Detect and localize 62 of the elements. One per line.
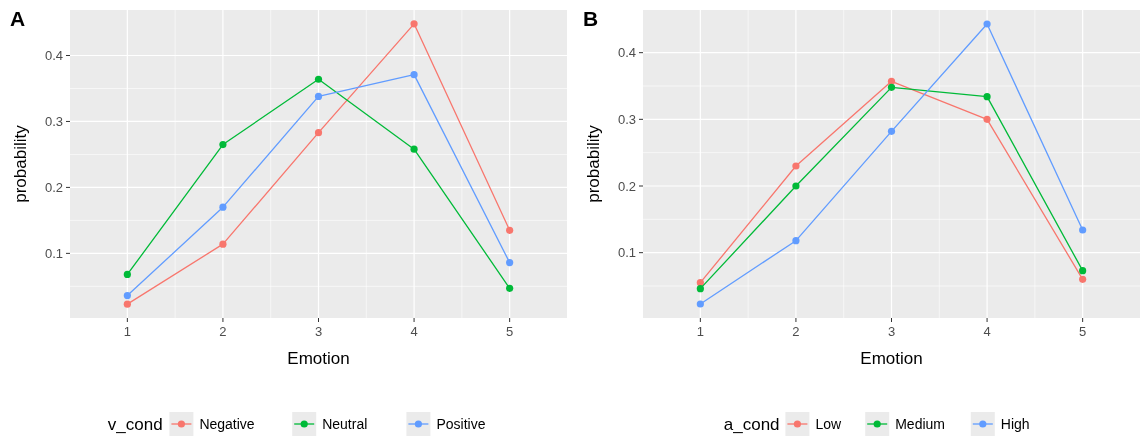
point xyxy=(1079,267,1087,275)
point xyxy=(123,291,131,300)
point xyxy=(410,20,418,28)
point xyxy=(410,145,418,153)
legend-title: v_cond xyxy=(107,414,163,434)
point xyxy=(792,237,800,245)
y-tick-label: 0.2 xyxy=(44,179,63,195)
point xyxy=(506,284,514,292)
point xyxy=(123,300,131,308)
legend-label: Positive xyxy=(436,415,486,432)
point xyxy=(696,285,704,293)
point xyxy=(219,203,227,211)
x-tick-label: 5 xyxy=(1079,324,1087,339)
x-tick-label: 1 xyxy=(696,324,704,339)
x-tick-label: 2 xyxy=(219,324,227,339)
legend-label: Low xyxy=(815,415,842,432)
legend-label: Negative xyxy=(199,415,255,432)
point xyxy=(887,77,896,85)
y-tick-label: 0.3 xyxy=(44,114,63,130)
x-tick-label: 3 xyxy=(887,324,896,339)
point xyxy=(983,20,991,28)
y-tick-label: 0.3 xyxy=(617,111,636,127)
x-tick-label: 4 xyxy=(410,324,418,339)
y-axis-title: probability xyxy=(11,124,30,203)
point xyxy=(219,240,227,248)
point xyxy=(887,127,896,135)
y-tick-label: 0.1 xyxy=(617,245,636,261)
point xyxy=(1079,226,1087,234)
point xyxy=(506,259,514,267)
y-tick-label: 0.4 xyxy=(44,48,63,64)
legend-title: a_cond xyxy=(723,414,780,434)
y-tick-label: 0.2 xyxy=(617,178,636,194)
point xyxy=(410,71,418,79)
point xyxy=(792,162,800,170)
x-axis-title: Emotion xyxy=(287,349,350,368)
chart-title: B xyxy=(583,7,599,30)
point xyxy=(506,226,514,234)
point xyxy=(887,83,896,91)
point xyxy=(123,270,131,279)
point xyxy=(314,129,323,137)
point xyxy=(983,93,991,101)
y-tick-label: 0.4 xyxy=(617,45,636,61)
point xyxy=(314,92,323,100)
chart-title: A xyxy=(10,7,26,30)
point xyxy=(696,300,704,308)
x-tick-label: 2 xyxy=(792,324,800,339)
point xyxy=(1079,275,1087,283)
y-axis-title: probability xyxy=(584,124,603,203)
x-tick-label: 5 xyxy=(506,324,514,339)
x-axis-title: Emotion xyxy=(860,349,923,368)
point xyxy=(983,115,991,123)
point xyxy=(314,75,323,83)
legend-label: Medium xyxy=(895,415,945,432)
point xyxy=(219,140,227,149)
point xyxy=(696,279,704,287)
legend-label: Neutral xyxy=(322,415,368,432)
x-tick-label: 1 xyxy=(123,324,131,339)
legend-label: High xyxy=(1000,415,1030,432)
x-tick-label: 4 xyxy=(983,324,991,339)
x-tick-label: 3 xyxy=(314,324,323,339)
point xyxy=(792,182,800,190)
y-tick-label: 0.1 xyxy=(44,245,63,261)
